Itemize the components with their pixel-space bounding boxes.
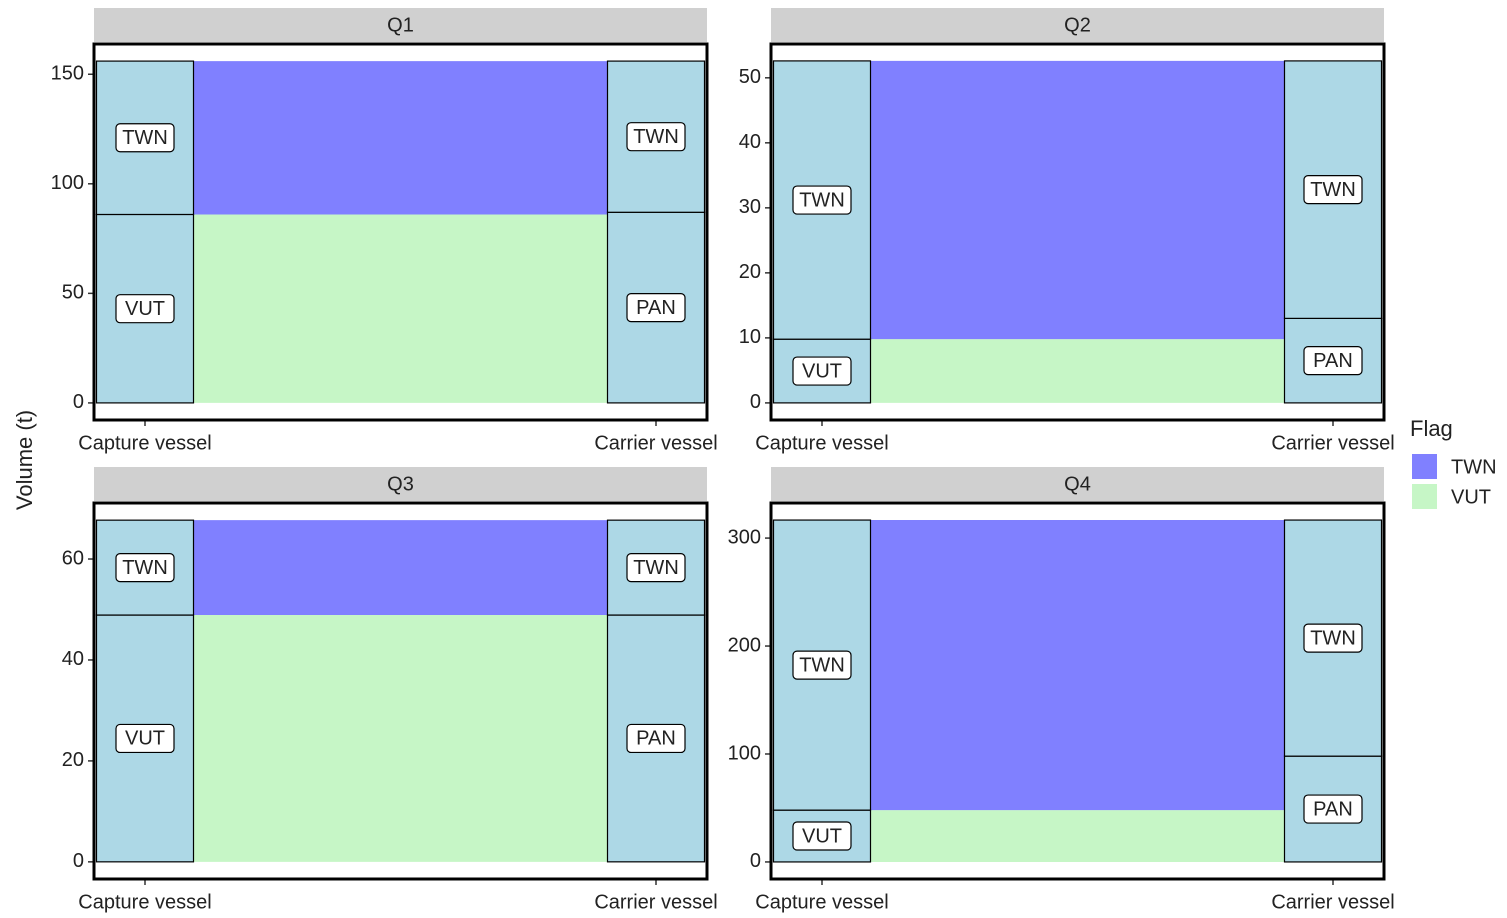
stratum-label-box: [1303, 175, 1363, 205]
stratum-label-box: [792, 821, 852, 851]
flow: [193, 214, 608, 403]
stratum-label-box: [792, 356, 852, 386]
stratum-label: TWN: [1310, 627, 1356, 649]
strip: [771, 467, 1384, 501]
stratum-label: TWN: [799, 189, 845, 211]
stratum-label: VUT: [802, 825, 842, 847]
stratum-label: PAN: [1313, 798, 1353, 820]
stratum-label-box: [626, 292, 686, 323]
panel-title: Q2: [1064, 14, 1091, 36]
y-tick-label: 40: [62, 648, 84, 670]
stratum-label: TWN: [1310, 179, 1356, 201]
x-tick-label: Capture vessel: [78, 891, 211, 913]
x-tick-label: Carrier vessel: [594, 432, 717, 454]
legend-key: [1412, 484, 1437, 509]
flow: [193, 61, 608, 215]
y-tick-label: 50: [739, 66, 761, 88]
stratum-label-box: [115, 123, 175, 153]
stratum-label: PAN: [636, 728, 676, 750]
y-tick-label: 0: [73, 391, 84, 413]
stratum-label-box: [115, 553, 175, 583]
stratum-label: VUT: [125, 298, 165, 320]
stratum-label-box: [626, 723, 686, 754]
flow: [193, 615, 608, 862]
stratum-label: TWN: [799, 654, 845, 676]
stratum-label-box: [792, 185, 852, 215]
panel-border: [92, 501, 709, 881]
flow: [870, 339, 1285, 403]
y-axis-title: Volume (t): [12, 410, 37, 510]
y-tick-label: 300: [728, 526, 761, 548]
y-tick-label: 10: [739, 326, 761, 348]
panel-border: [769, 42, 1386, 422]
y-tick-label: 50: [62, 282, 84, 304]
y-tick-label: 0: [750, 850, 761, 872]
legend-key: [1412, 454, 1437, 479]
stratum-label-box: [792, 650, 852, 680]
x-tick-label: Carrier vessel: [1271, 432, 1394, 454]
y-tick-label: 20: [62, 749, 84, 771]
x-tick-label: Carrier vessel: [1271, 891, 1394, 913]
y-tick-label: 200: [728, 634, 761, 656]
x-tick-label: Carrier vessel: [594, 891, 717, 913]
stratum-label-box: [115, 723, 175, 754]
strip: [94, 8, 707, 42]
strip: [771, 8, 1384, 42]
flow: [870, 60, 1285, 340]
x-tick-label: Capture vessel: [755, 891, 888, 913]
stratum-label-box: [626, 122, 686, 152]
y-tick-label: 60: [62, 547, 84, 569]
y-tick-label: 30: [739, 196, 761, 218]
stratum: [772, 809, 872, 863]
y-tick-label: 150: [51, 63, 84, 85]
y-tick-label: 20: [739, 261, 761, 283]
y-tick-label: 0: [750, 391, 761, 413]
stratum-label: PAN: [1313, 350, 1353, 372]
y-tick-label: 40: [739, 131, 761, 153]
flow: [870, 810, 1285, 862]
stratum-label: TWN: [122, 557, 168, 579]
panel-title: Q1: [387, 14, 414, 36]
stratum-label-box: [115, 294, 175, 324]
y-tick-label: 100: [728, 742, 761, 764]
flow: [870, 520, 1285, 811]
legend-title: Flag: [1410, 416, 1453, 441]
stratum-label: TWN: [633, 557, 679, 579]
stratum-label: TWN: [122, 127, 168, 149]
stratum-label: VUT: [125, 728, 165, 750]
stratum-label: PAN: [636, 297, 676, 319]
stratum-label-box: [1303, 346, 1363, 376]
flow: [193, 520, 608, 616]
x-tick-label: Capture vessel: [78, 432, 211, 454]
legend-label: VUT: [1451, 486, 1491, 508]
y-tick-label: 0: [73, 850, 84, 872]
panel-title: Q3: [387, 473, 414, 495]
stratum-label-box: [1303, 623, 1363, 653]
stratum-label-box: [626, 553, 686, 583]
stratum-label: VUT: [802, 360, 842, 382]
stratum-label: TWN: [633, 126, 679, 148]
y-tick-label: 100: [51, 172, 84, 194]
panel-border: [92, 42, 709, 422]
x-tick-label: Capture vessel: [755, 432, 888, 454]
strip: [94, 467, 707, 501]
panel-border: [769, 501, 1386, 881]
panel-title: Q4: [1064, 473, 1091, 495]
legend-label: TWN: [1451, 456, 1497, 478]
stratum-label-box: [1303, 794, 1363, 824]
